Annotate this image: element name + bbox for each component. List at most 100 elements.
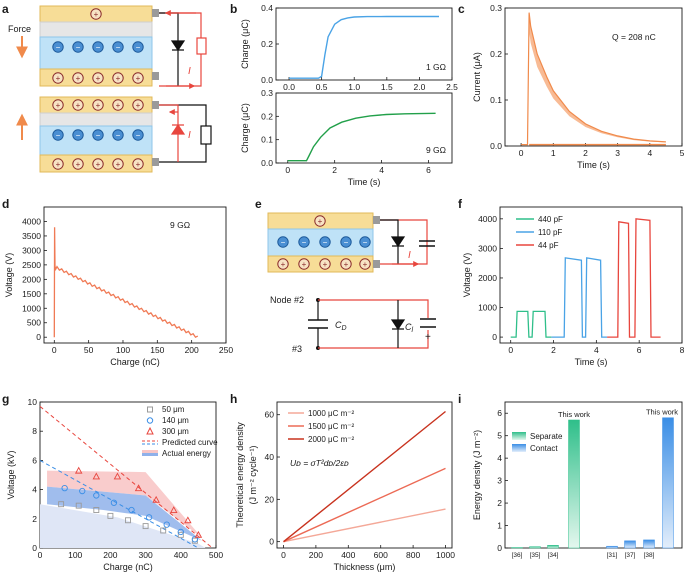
y-tick-label: 3500 xyxy=(22,231,41,241)
panel-letter-f: f xyxy=(458,197,463,211)
x-tick-label: 0 xyxy=(38,550,43,560)
annotation-b-bottom: 9 GΩ xyxy=(426,145,446,155)
x-tick-label: 200 xyxy=(103,550,117,560)
y-tick-label: 0 xyxy=(269,537,274,547)
positive-charge-sign: + xyxy=(116,101,121,110)
y-axis-label: Voltage (V) xyxy=(462,253,472,298)
series-line-110-pF xyxy=(551,258,607,337)
negative-charge-sign: − xyxy=(302,238,307,247)
positive-charge-sign: + xyxy=(344,260,349,269)
bar-category-label: [35] xyxy=(530,552,541,559)
legend-swatch-separate xyxy=(512,432,526,440)
annotation-d: 9 GΩ xyxy=(170,220,190,230)
y-axis-label: Charge (μC) xyxy=(240,103,250,153)
panel-e-schematic: +−−−−−+++++ I Node #2 #3 CD Cl + xyxy=(268,213,436,354)
y-tick-label: 6 xyxy=(32,455,37,465)
positive-charge-sign: + xyxy=(96,74,101,83)
x-tick-label: 3 xyxy=(615,148,620,158)
positive-charge-sign: + xyxy=(302,260,307,269)
legend-label-separate: Separate xyxy=(530,432,563,441)
annotation-c: Q = 208 nC xyxy=(612,32,656,42)
y-axis-label: Voltage (V) xyxy=(4,253,14,298)
series-line-44-pF xyxy=(607,219,661,337)
x-tick-label: 1 xyxy=(551,148,556,158)
negative-charge-sign: − xyxy=(281,238,286,247)
negative-charge-sign: − xyxy=(76,43,81,52)
y-tick-label: 1500 xyxy=(22,289,41,299)
x-tick-label: 2 xyxy=(332,165,337,175)
positive-charge-sign: + xyxy=(136,101,141,110)
y-tick-label: 0 xyxy=(36,332,41,342)
negative-charge-sign: − xyxy=(116,43,121,52)
x-tick-label: 250 xyxy=(219,345,233,355)
y-tick-label: 500 xyxy=(27,318,41,328)
legend-label-g: 50 μm xyxy=(162,405,185,414)
x-tick-label: 100 xyxy=(116,345,130,355)
legend-label-g: 140 μm xyxy=(162,416,189,425)
legend-label-contact: Contact xyxy=(530,444,558,453)
positive-charge-sign: + xyxy=(56,101,61,110)
panel-letter-h: h xyxy=(230,392,237,406)
bar-3 xyxy=(569,420,580,548)
y-tick-label: 0.4 xyxy=(261,3,273,13)
legend-swatch-140um xyxy=(147,418,152,423)
x-tick-label: 2.0 xyxy=(413,82,425,92)
y-tick-label: 0.1 xyxy=(490,95,502,105)
y-tick-label: 3000 xyxy=(478,243,497,253)
y-tick-label: 60 xyxy=(265,410,275,420)
bar-category-label: [34] xyxy=(548,552,559,559)
x-tick-label: 300 xyxy=(139,550,153,560)
x-tick-label: 0 xyxy=(52,345,57,355)
negative-charge-sign: − xyxy=(323,238,328,247)
y-tick-label: 20 xyxy=(265,494,275,504)
y-axis-label: Current (μA) xyxy=(472,52,482,102)
x-tick-label: 1.5 xyxy=(381,82,393,92)
y-axis-label: Theoretical energy density xyxy=(235,422,245,528)
x-tick-label: 0 xyxy=(281,550,286,560)
y-tick-label: 1 xyxy=(497,521,502,531)
legend-label-h: 1500 μC m⁻² xyxy=(308,422,355,431)
x-tick-label: 0 xyxy=(519,148,524,158)
x-axis-label: Time (s) xyxy=(577,160,610,170)
x-tick-label: 2 xyxy=(551,345,556,355)
plot-frame-i xyxy=(505,402,682,548)
x-tick-label: 800 xyxy=(406,550,420,560)
e-node-bottom-label: #3 xyxy=(292,344,302,354)
x-tick-label: 600 xyxy=(374,550,388,560)
a1-bottom-connector xyxy=(152,72,159,80)
a1-diode xyxy=(172,41,184,50)
panel-letter-i: i xyxy=(458,392,461,406)
x-tick-label: 5 xyxy=(680,148,685,158)
panel-letter-g: g xyxy=(2,392,9,406)
y-axis-label: Energy density (J m⁻²) xyxy=(472,430,482,520)
y-tick-label: 0.2 xyxy=(261,39,273,49)
negative-charge-sign: − xyxy=(363,238,368,247)
negative-charge-sign: − xyxy=(96,43,101,52)
e-circuit-wire xyxy=(380,220,427,264)
bar-category-label: [36] xyxy=(512,552,523,559)
legend-label-h: 2000 μC m⁻² xyxy=(308,435,355,444)
positive-charge-sign: + xyxy=(76,160,81,169)
bar-category-label: [37] xyxy=(625,552,636,559)
y-tick-label: 4 xyxy=(497,453,502,463)
e-cl-label: Cl xyxy=(405,322,414,334)
x-tick-label: 0.0 xyxy=(283,82,295,92)
positive-charge-sign: + xyxy=(323,260,328,269)
y-tick-label: 3000 xyxy=(22,245,41,255)
x-axis-label: Charge (nC) xyxy=(103,562,153,572)
a2-bottom-connector xyxy=(152,158,159,166)
discharge-line xyxy=(54,227,198,337)
legend-swatch-300um xyxy=(147,428,153,434)
thickness-line-2 xyxy=(284,412,446,542)
positive-charge-sign: + xyxy=(136,74,141,83)
bar-7 xyxy=(663,418,674,548)
y-tick-label: 10 xyxy=(28,397,38,407)
positive-charge-sign: + xyxy=(116,74,121,83)
x-tick-label: 150 xyxy=(150,345,164,355)
